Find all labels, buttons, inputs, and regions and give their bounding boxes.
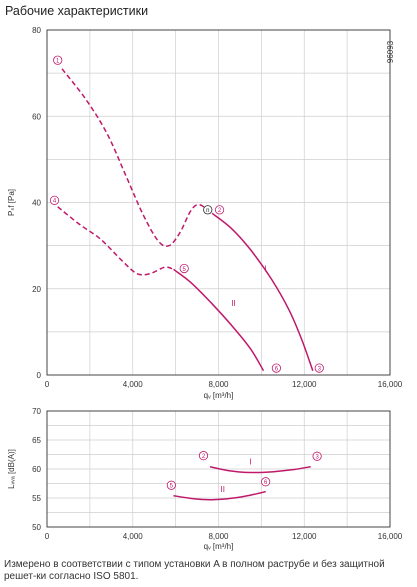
- point-marker-label: 5: [183, 267, 187, 273]
- curve-ii-solid: [173, 490, 266, 501]
- plot-frame: [46, 410, 391, 528]
- y-tick-label: 55: [32, 494, 41, 503]
- point-marker-1: [53, 55, 63, 65]
- point-marker-6: [261, 477, 271, 487]
- y-tick-label: 0: [37, 371, 42, 380]
- y-axis-label: Lᵥᵥₐ [dB(A)]: [7, 449, 16, 489]
- point-marker-5: [166, 480, 176, 490]
- x-tick-label: 4,000: [123, 380, 144, 389]
- footnote: Измерено в соответствии с типом установк…: [4, 559, 385, 582]
- point-marker-label: 1: [56, 58, 60, 64]
- curve-ii-solid: [173, 268, 265, 372]
- x-tick-label: 8,000: [208, 380, 229, 389]
- x-tick-label: 8,000: [208, 532, 229, 541]
- point-marker-label: 3: [315, 455, 319, 461]
- page-title: Рабочие характеристики: [5, 4, 149, 18]
- point-marker-2: [214, 205, 225, 215]
- y-tick-label: 60: [32, 112, 41, 121]
- y-tick-label: 70: [32, 407, 41, 416]
- curve-label: I: [265, 265, 267, 274]
- curve-ii-dashed: [57, 206, 174, 276]
- point-marker-label: 5: [170, 484, 174, 490]
- curve-label: I: [250, 457, 252, 466]
- plot-frame: [46, 29, 391, 376]
- y-tick-label: 80: [32, 26, 41, 35]
- point-marker-label: 2: [218, 208, 222, 214]
- point-marker-label: 2: [202, 454, 206, 460]
- y-tick-label: 20: [32, 285, 41, 294]
- y-tick-label: 40: [32, 199, 41, 208]
- y-tick-label: 60: [32, 465, 41, 474]
- x-tick-label: 0: [45, 380, 50, 389]
- curve-label: II: [221, 485, 225, 494]
- y-tick-label: 50: [32, 523, 41, 532]
- curve-i-solid: [211, 212, 314, 371]
- x-tick-label: 0: [45, 532, 50, 541]
- point-marker-3: [312, 451, 322, 461]
- point-marker-label: 6: [275, 366, 279, 372]
- point-marker-label: n: [206, 208, 209, 214]
- curve-label: II: [231, 299, 235, 308]
- x-tick-label: 12,000: [292, 380, 317, 389]
- point-marker-6: [271, 363, 281, 373]
- point-marker-label: 3: [318, 366, 322, 372]
- x-tick-label: 4,000: [123, 532, 144, 541]
- point-marker-label: 4: [53, 199, 57, 205]
- doc-id: 96093: [386, 40, 395, 63]
- point-marker-3: [314, 363, 324, 373]
- point-marker-5: [179, 263, 189, 274]
- y-axis-label: Pₛf [Pa]: [7, 189, 16, 216]
- x-axis-label: qᵥ [m³/h]: [204, 542, 234, 551]
- x-axis-label: qᵥ [m³/h]: [204, 391, 234, 400]
- point-marker-2: [198, 451, 209, 461]
- x-tick-label: 12,000: [292, 532, 317, 541]
- curve-i-solid: [209, 465, 311, 474]
- point-marker-n: [203, 205, 213, 215]
- point-marker-4: [49, 195, 60, 205]
- y-tick-label: 65: [32, 436, 41, 445]
- point-marker-label: 6: [264, 480, 268, 486]
- x-tick-label: 16,000: [378, 380, 403, 389]
- x-tick-label: 16,000: [378, 532, 403, 541]
- pressure-chart: 0 20 40 60 80 0 4,000 8,000 12,000 16,000 qᵥ [m³/h…: [7, 26, 403, 400]
- curve-i-dashed: [61, 68, 213, 248]
